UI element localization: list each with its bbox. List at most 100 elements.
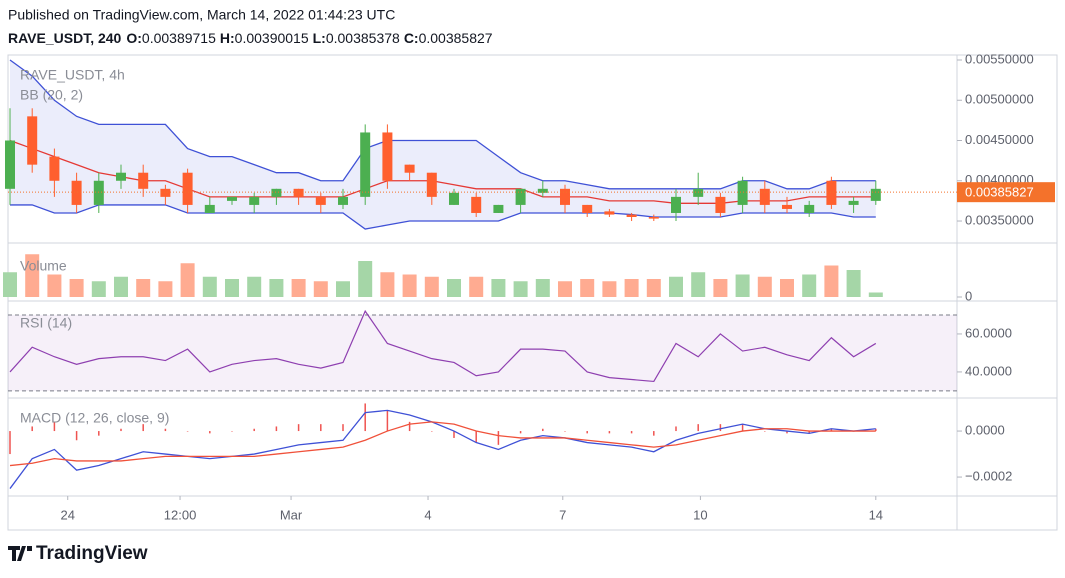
y-tick-label: 0.00550000: [965, 51, 1034, 66]
volume-bar: [602, 281, 617, 297]
candle-body: [537, 188, 548, 193]
histogram-bar: [297, 424, 300, 432]
histogram-bar: [364, 403, 366, 432]
candle-body: [848, 200, 859, 205]
histogram-bar: [9, 431, 11, 455]
histogram-bar: [630, 431, 633, 434]
volume-bar: [713, 279, 728, 297]
volume-bar: [447, 279, 461, 297]
candle-body: [404, 164, 415, 173]
candle-body: [182, 172, 193, 205]
x-tick-label: Mar: [280, 507, 303, 522]
candle-body: [626, 214, 637, 217]
last-price-label: 0.00385827: [965, 185, 1034, 200]
panel-title: Volume: [20, 258, 67, 274]
candle-body: [315, 196, 326, 205]
x-tick-label: 4: [424, 507, 431, 522]
histogram-bar: [120, 428, 122, 432]
band-line: [9, 59, 876, 190]
candle-body: [5, 140, 15, 189]
candle-body: [759, 188, 770, 205]
ohlc-value: 0.00389715: [142, 30, 216, 46]
band-line: [10, 204, 876, 230]
volume-bar: [669, 276, 683, 297]
histogram-bar: [564, 431, 566, 432]
y-tick-label: 60.0000: [965, 325, 1012, 340]
panel-title: MACD (12, 26, close, 9): [20, 410, 169, 426]
macd-line: [9, 409, 876, 489]
band-line: [9, 139, 876, 204]
volume-bar: [691, 272, 706, 297]
histogram-bar: [320, 424, 322, 432]
volume-bar: [802, 274, 817, 297]
histogram-bar: [786, 431, 788, 434]
x-tick-label: 7: [559, 507, 566, 522]
volume-bar: [513, 281, 528, 297]
candle-body: [27, 116, 38, 165]
volume-bar: [846, 270, 861, 297]
volume-bar: [402, 274, 417, 297]
volume-bar: [202, 276, 217, 297]
candle-body: [49, 156, 60, 181]
histogram-bar: [164, 428, 167, 432]
candle-body: [293, 188, 304, 197]
candle-body: [582, 204, 593, 213]
volume-bar: [114, 276, 128, 297]
candle-body: [782, 204, 792, 209]
volume-bar: [780, 279, 794, 297]
histogram-bar: [586, 431, 588, 434]
candle-body: [71, 180, 82, 205]
candle-body: [360, 132, 371, 197]
volume-bar: [136, 279, 151, 297]
histogram-bar: [675, 426, 677, 432]
candle-body: [870, 188, 881, 201]
y-tick-label: 0.00500000: [965, 92, 1034, 107]
histogram-bar: [475, 431, 477, 443]
volume-bar: [735, 274, 750, 297]
volume-bar: [247, 276, 262, 297]
macd-line: [9, 421, 876, 467]
histogram-bar: [253, 428, 255, 432]
histogram-bar: [53, 421, 56, 432]
ohlc-label: L:: [313, 30, 326, 46]
histogram-bar: [275, 426, 278, 432]
histogram-bar: [408, 421, 411, 432]
volume-bar: [69, 279, 84, 297]
y-tick-label: 0.00350000: [965, 212, 1034, 227]
rsi-line: [9, 309, 877, 383]
histogram-bar: [719, 424, 722, 432]
y-tick-label: 40.0000: [965, 363, 1012, 378]
ohlc-label: C:: [404, 30, 419, 46]
ohlc-value: 0.00390015: [235, 30, 309, 46]
histogram-bar: [808, 431, 810, 434]
histogram-bar: [231, 431, 233, 432]
candle-body: [693, 188, 704, 197]
symbol: RAVE_USDT, 240: [8, 30, 122, 46]
candle-body: [471, 196, 482, 213]
volume-bar: [313, 281, 328, 297]
candle-body: [204, 204, 215, 213]
rsi-band: [8, 314, 957, 391]
candle-body: [804, 204, 815, 213]
brand: TradingView: [36, 543, 148, 564]
volume-bar: [757, 276, 772, 297]
volume-bar: [291, 279, 306, 297]
volume-bar: [624, 279, 639, 297]
candle-body: [271, 188, 282, 197]
ohlc-label: H:: [220, 30, 235, 46]
histogram-bar: [519, 431, 522, 434]
band-fill: [10, 59, 876, 230]
histogram-bar: [764, 431, 766, 432]
y-tick-label: 0: [965, 288, 972, 303]
x-tick-label: 10: [693, 507, 707, 522]
candle-body: [116, 172, 126, 181]
volume-bar: [225, 279, 239, 297]
histogram-bar: [830, 428, 833, 432]
symbol-line: RAVE_USDT, 240 O:0.00389715 H:0.00390015 L:…: [8, 30, 493, 46]
y-tick-label: 0.0000: [965, 422, 1005, 437]
volume-bar: [580, 279, 595, 297]
y-tick-label: −0.0002: [965, 468, 1012, 483]
histogram-bar: [386, 410, 389, 432]
candle-body: [138, 172, 149, 189]
x-tick-label: 24: [60, 507, 74, 522]
